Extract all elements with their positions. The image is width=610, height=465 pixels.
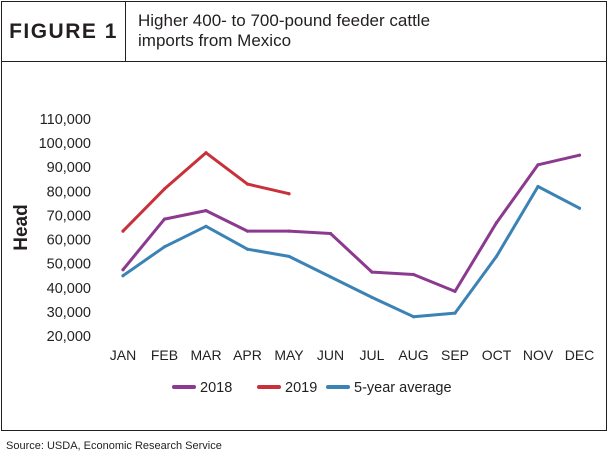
x-tick-label: MAR — [190, 347, 221, 363]
figure-frame: FIGURE 1 Higher 400- to 700-pound feeder… — [1, 1, 607, 431]
x-tick-label: JUL — [360, 347, 385, 363]
data-point — [162, 245, 167, 249]
figure-label: FIGURE 1 — [2, 2, 126, 61]
data-point — [162, 187, 167, 191]
data-point — [411, 315, 416, 319]
x-tick-label: AUG — [398, 347, 428, 363]
y-tick-label: 20,000 — [47, 329, 91, 345]
legend-label: 2019 — [285, 380, 317, 396]
data-point — [453, 311, 457, 315]
data-point — [121, 229, 125, 233]
data-point — [245, 182, 250, 186]
figure-title: Higher 400- to 700-pound feeder cattle i… — [138, 11, 431, 50]
x-tick-label: MAY — [274, 347, 304, 363]
data-point — [536, 184, 540, 189]
x-tick-label: APR — [233, 347, 262, 363]
data-point — [411, 272, 416, 277]
series-line-2019 — [121, 151, 291, 233]
y-tick-label: 90,000 — [47, 160, 91, 176]
y-tick-label: 40,000 — [47, 281, 91, 297]
data-point — [121, 274, 125, 278]
x-tick-label: FEB — [151, 347, 178, 363]
data-point — [328, 275, 333, 279]
y-tick-label: 70,000 — [47, 208, 91, 224]
y-axis-label: Head — [11, 204, 32, 250]
x-tick-label: SEP — [441, 347, 469, 363]
data-point — [162, 217, 167, 221]
data-point — [204, 209, 208, 213]
data-point — [370, 295, 374, 300]
data-point — [121, 268, 125, 272]
x-tick-label: JUN — [317, 347, 344, 363]
y-tick-label: 100,000 — [39, 136, 91, 152]
data-point — [245, 247, 250, 251]
data-point — [204, 151, 208, 155]
data-point — [453, 289, 457, 293]
y-tick-label: 30,000 — [47, 305, 91, 321]
data-point — [536, 163, 540, 167]
x-tick-label: JAN — [110, 347, 136, 363]
legend-label: 5-year average — [354, 380, 452, 396]
data-point — [494, 254, 499, 259]
data-point — [577, 206, 582, 210]
data-point — [287, 229, 291, 233]
data-point — [328, 231, 333, 236]
x-tick-label: OCT — [482, 347, 512, 363]
y-tick-label: 110,000 — [40, 112, 91, 128]
series-line-5-year-average — [121, 185, 581, 319]
x-tick-label: DEC — [565, 347, 595, 363]
line-chart: 20,000 30,000 40,000 50,000 60,000 70,000 80,0… — [11, 112, 595, 396]
data-point — [370, 270, 374, 274]
data-point — [204, 224, 208, 228]
y-tick-label: 60,000 — [47, 233, 91, 249]
data-point — [577, 153, 582, 157]
x-tick-label: NOV — [523, 347, 554, 363]
data-point — [245, 229, 250, 233]
legend-label: 2018 — [200, 380, 232, 396]
data-point — [287, 254, 291, 259]
figure-header: FIGURE 1 Higher 400- to 700-pound feeder… — [2, 2, 606, 62]
data-point — [287, 192, 291, 196]
source-note: Source: USDA, Economic Research Service — [6, 440, 222, 452]
data-point — [494, 221, 499, 225]
y-tick-label: 80,000 — [47, 184, 91, 200]
series-line-2018 — [121, 153, 581, 293]
y-tick-label: 50,000 — [47, 257, 91, 273]
